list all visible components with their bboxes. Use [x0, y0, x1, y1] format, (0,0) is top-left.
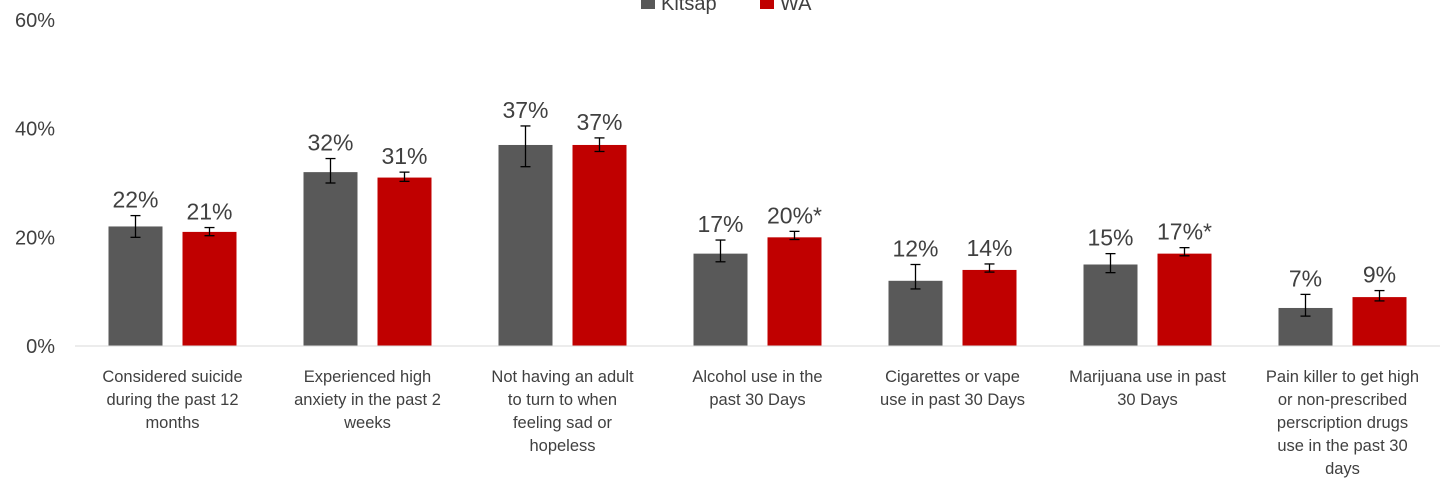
- category-label-line: feeling sad or: [513, 414, 613, 432]
- category-label: Experienced high anxiety in the past 2 wee…: [294, 368, 441, 432]
- legend-swatch-kitsap: [641, 0, 655, 9]
- category-label-line: past 30 Days: [709, 391, 805, 409]
- bar-kitsap: [888, 280, 943, 346]
- bar-kitsap: [108, 226, 163, 346]
- bar-wa: [572, 144, 627, 346]
- data-label-wa: 20%*: [767, 202, 822, 228]
- y-tick-label: 0%: [26, 336, 55, 358]
- bar-kitsap: [498, 144, 553, 346]
- category-label-line: or non-prescribed: [1278, 391, 1407, 409]
- y-tick-label: 20%: [15, 227, 55, 249]
- category-label: Pain killer to get high or non-prescribed…: [1266, 368, 1419, 478]
- data-label-kitsap: 7%: [1289, 265, 1322, 291]
- data-label-wa: 31%: [381, 143, 427, 169]
- bar-wa: [767, 237, 822, 346]
- category-label-line: anxiety in the past 2: [294, 391, 441, 409]
- bar-wa: [1157, 253, 1212, 346]
- bars: [108, 144, 1407, 346]
- data-label-wa: 9%: [1363, 262, 1396, 288]
- category-label-line: Considered suicide: [102, 368, 242, 386]
- y-tick-label: 60%: [15, 10, 55, 32]
- data-label-wa: 17%*: [1157, 219, 1212, 245]
- data-label-kitsap: 12%: [892, 236, 938, 262]
- bar-kitsap: [303, 172, 358, 346]
- category-label-line: Marijuana use in past: [1069, 368, 1226, 386]
- category-label-line: months: [145, 414, 199, 432]
- category-label: Considered suicide during the past 12 mont…: [102, 368, 242, 432]
- bar-wa: [1352, 297, 1407, 346]
- bar-wa: [962, 269, 1017, 346]
- category-label: Cigarettes or vape use in past 30 Days: [880, 368, 1025, 409]
- data-label-wa: 21%: [186, 199, 232, 225]
- data-label-kitsap: 15%: [1087, 225, 1133, 251]
- data-label-kitsap: 37%: [502, 97, 548, 123]
- category-label-line: Not having an adult: [491, 368, 634, 386]
- category-label-line: hopeless: [529, 437, 595, 455]
- bar-wa: [377, 177, 432, 346]
- category-labels: Considered suicide during the past 12 mont…: [102, 368, 1419, 478]
- legend-label-kitsap: Kitsap: [661, 0, 717, 15]
- category-label: Alcohol use in the past 30 Days: [692, 368, 822, 409]
- bar-kitsap: [693, 253, 748, 346]
- category-label: Not having an adult to turn to when feelin…: [491, 368, 634, 455]
- category-label-line: during the past 12: [106, 391, 238, 409]
- data-label-kitsap: 32%: [307, 130, 353, 156]
- legend: Kitsap WA: [641, 0, 812, 15]
- category-label-line: 30 Days: [1117, 391, 1178, 409]
- category-label-line: use in the past 30: [1277, 437, 1407, 455]
- category-label-line: Experienced high: [304, 368, 432, 386]
- legend-swatch-wa: [760, 0, 774, 9]
- category-label: Marijuana use in past 30 Days: [1069, 368, 1226, 409]
- bar-wa: [182, 231, 237, 346]
- legend-label-wa: WA: [780, 0, 812, 15]
- category-label-line: Alcohol use in the: [692, 368, 822, 386]
- data-label-wa: 37%: [576, 109, 622, 135]
- data-label-wa: 14%: [966, 235, 1012, 261]
- category-label-line: days: [1325, 460, 1360, 478]
- error-bars: [130, 125, 1385, 317]
- data-label-kitsap: 22%: [112, 187, 158, 213]
- category-label-line: weeks: [343, 414, 391, 432]
- y-tick-label: 40%: [15, 119, 55, 141]
- category-label-line: Cigarettes or vape: [885, 368, 1020, 386]
- category-label-line: perscription drugs: [1277, 414, 1408, 432]
- data-labels: 22% 21% 32% 31% 37% 37% 17% 20%* 12% 14% 15% 17%* 7%…: [112, 97, 1396, 291]
- category-label-line: use in past 30 Days: [880, 391, 1025, 409]
- y-axis: 0% 20% 40% 60%: [15, 10, 55, 358]
- category-label-line: Pain killer to get high: [1266, 368, 1419, 386]
- category-label-line: to turn to when: [508, 391, 617, 409]
- bar-kitsap: [1083, 264, 1138, 346]
- data-label-kitsap: 17%: [697, 211, 743, 237]
